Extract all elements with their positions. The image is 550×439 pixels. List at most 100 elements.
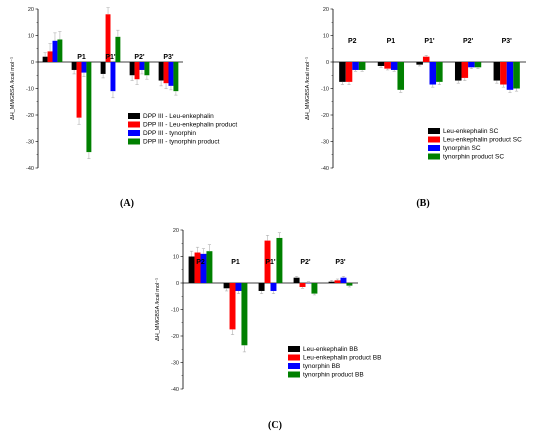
bar <box>339 62 346 82</box>
category-label: P1 <box>387 38 396 45</box>
category-label: P1' <box>424 38 435 45</box>
category-label: P1' <box>265 259 276 266</box>
bar <box>311 283 318 294</box>
bar <box>81 62 87 73</box>
bar <box>293 277 300 283</box>
legend-label: Leu-enkephalin BB <box>303 346 358 353</box>
bar <box>276 237 283 283</box>
y-tick-label: -40 <box>321 166 329 172</box>
y-tick-label: -10 <box>171 308 179 314</box>
bar <box>506 62 514 90</box>
y-tick-label: 10 <box>173 255 179 261</box>
bar <box>173 62 179 92</box>
legend-label: tynorphin SC <box>443 145 481 152</box>
legend-swatch <box>428 145 440 151</box>
legend-label: DPP III - Leu-enkephalin <box>143 113 214 120</box>
legend-swatch <box>128 130 140 136</box>
bar <box>422 56 430 62</box>
category-label: P2 <box>348 38 357 45</box>
legend-label: Leu-enkephalin product BB <box>303 355 381 362</box>
y-tick-label: -30 <box>321 140 329 146</box>
legend-label: tynorphin product SC <box>443 154 504 161</box>
legend-swatch <box>428 128 440 134</box>
bar <box>346 283 353 286</box>
bar <box>235 283 242 291</box>
bar <box>188 256 195 283</box>
y-tick-label: 10 <box>323 34 329 40</box>
category-label: P3' <box>163 54 174 61</box>
bar <box>163 62 169 84</box>
legend-swatch <box>288 363 300 369</box>
bar <box>270 283 277 291</box>
bar <box>384 62 391 69</box>
bar <box>194 252 201 283</box>
bar <box>223 283 230 289</box>
bar <box>461 62 469 78</box>
category-label: P1 <box>231 259 240 266</box>
legend-swatch <box>128 121 140 128</box>
y-tick-label: -10 <box>26 87 34 93</box>
bar <box>436 62 443 82</box>
bar <box>86 62 92 153</box>
y-tick-label: 0 <box>326 60 329 66</box>
panel-label: (C) <box>268 420 282 431</box>
legend-label: DPP III - Leu-enkephalin product <box>143 122 237 129</box>
y-tick-label: -10 <box>321 87 329 93</box>
bar <box>47 51 53 62</box>
category-label: P3' <box>335 259 346 266</box>
bar <box>474 62 482 68</box>
y-tick-label: -30 <box>171 361 179 367</box>
y-tick-label: 0 <box>176 281 179 287</box>
legend-swatch <box>428 136 440 143</box>
bar <box>345 62 353 82</box>
legend-label: tynorphin BB <box>303 363 340 370</box>
bar <box>454 62 462 81</box>
legend-label: tynorphin product BB <box>303 372 364 379</box>
bar <box>328 281 335 283</box>
chart-panel-c: 20 10 0 -10 -20 -30 -40 ΔH_MMGBSA /kcal mol⁻¹ P2… <box>155 228 381 431</box>
category-label: P3' <box>502 38 513 45</box>
y-tick-label: -20 <box>321 113 329 119</box>
legend-swatch <box>288 371 300 378</box>
bar <box>241 283 248 346</box>
bar <box>105 14 111 63</box>
legend-label: DPP III - tynorphin <box>143 130 196 137</box>
bar <box>397 62 405 90</box>
panel-label: (A) <box>120 198 134 209</box>
legend-swatch <box>288 354 300 361</box>
y-axis-label: ΔH_MMGBSA /kcal mol⁻¹ <box>155 278 161 341</box>
category-label: P1 <box>77 54 86 61</box>
y-tick-label: -20 <box>171 334 179 340</box>
legend-swatch <box>428 153 440 160</box>
bar <box>390 62 398 70</box>
bar <box>76 62 82 118</box>
legend-swatch <box>128 138 140 145</box>
panel-label: (B) <box>416 198 429 209</box>
bar <box>258 283 265 291</box>
bar <box>429 62 437 85</box>
y-tick-label: -40 <box>26 166 34 172</box>
bar <box>42 56 48 62</box>
y-tick-label: 10 <box>28 34 34 40</box>
legend-label: Leu-enkephalin SC <box>443 128 499 135</box>
bar <box>100 62 106 74</box>
bar <box>115 36 121 62</box>
bar <box>299 283 306 287</box>
bar <box>110 62 116 92</box>
legend-label: Leu-enkephalin product SC <box>443 137 522 144</box>
bar <box>468 62 475 68</box>
bar <box>57 39 63 62</box>
y-tick-label: 20 <box>28 7 34 13</box>
y-tick-label: -20 <box>26 113 34 119</box>
bar <box>334 280 341 283</box>
bar <box>352 62 359 70</box>
bar <box>200 253 207 283</box>
y-tick-label: 20 <box>323 7 329 13</box>
bar <box>71 62 77 70</box>
category-label: P2 <box>196 259 205 266</box>
bar <box>168 62 174 86</box>
category-label: P2' <box>463 38 474 45</box>
bar <box>206 251 213 283</box>
chart-panel-a: 20 10 0 -10 -20 -30 -40 ΔH_MMGBSA /kcal mol⁻¹ P1… <box>10 7 237 209</box>
